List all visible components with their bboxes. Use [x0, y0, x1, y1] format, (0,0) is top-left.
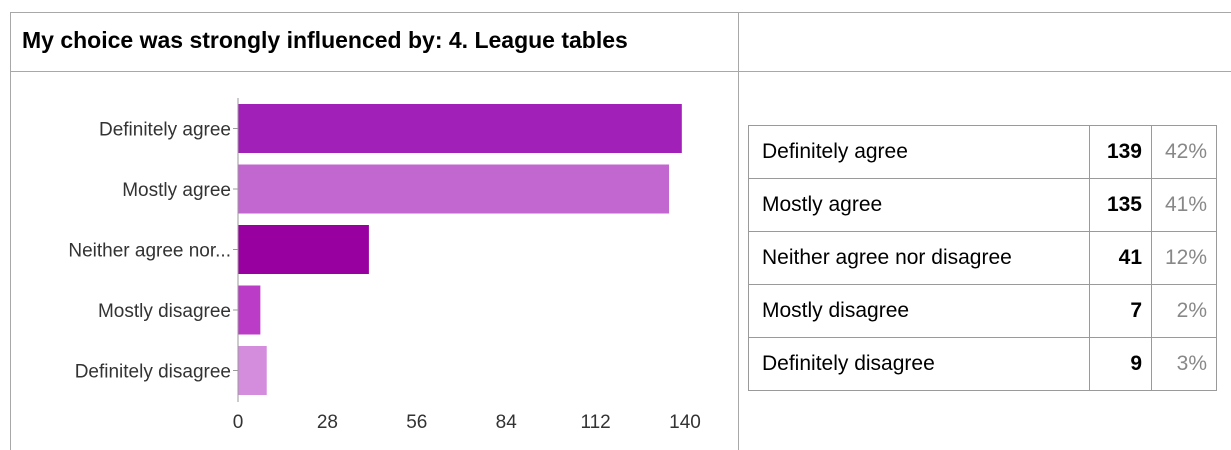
- bars-layer: [238, 104, 682, 395]
- x-tick-label: 28: [317, 412, 338, 433]
- summary-percent: 2%: [1150, 284, 1218, 338]
- bar-2: [238, 225, 369, 274]
- x-tick-label: 112: [580, 412, 610, 433]
- y-tick-label: Mostly agree: [122, 180, 231, 201]
- y-tick-label: Mostly disagree: [98, 301, 231, 322]
- summary-row: Definitely agree 139 42%: [748, 125, 1218, 179]
- y-tick-label: Definitely agree: [99, 120, 231, 141]
- frame-top-border: [10, 12, 1231, 13]
- summary-table: Definitely agree 139 42% Mostly agree 135 41%…: [748, 125, 1218, 391]
- bar-4: [238, 346, 267, 395]
- summary-label: Mostly disagree: [748, 284, 1090, 338]
- summary-row: Mostly agree 135 41%: [748, 178, 1218, 232]
- summary-count: 7: [1089, 284, 1152, 338]
- x-tick-label: 56: [406, 412, 427, 433]
- bar-3: [238, 285, 261, 335]
- summary-row: Definitely disagree 9 3%: [748, 337, 1218, 391]
- frame-left-border: [10, 12, 11, 450]
- summary-percent: 42%: [1150, 125, 1218, 179]
- frame-header-underline: [10, 71, 1231, 72]
- summary-percent: 3%: [1150, 337, 1218, 391]
- x-tick-label: 140: [669, 412, 701, 433]
- x-tick-label: 84: [496, 412, 518, 433]
- summary-count: 139: [1089, 125, 1152, 179]
- summary-percent: 12%: [1150, 231, 1218, 285]
- summary-count: 9: [1089, 337, 1152, 391]
- y-tick-label: Definitely disagree: [75, 362, 231, 383]
- summary-count: 135: [1089, 178, 1152, 232]
- summary-count: 41: [1089, 231, 1152, 285]
- summary-table-body: Definitely agree 139 42% Mostly agree 135 41%…: [748, 125, 1218, 391]
- axis-layer: Definitely agree Mostly agree Neither agre…: [68, 98, 701, 433]
- bar-1: [238, 164, 670, 214]
- summary-row: Neither agree nor disagree 41 12%: [748, 231, 1218, 285]
- summary-label: Neither agree nor disagree: [748, 231, 1090, 285]
- bar-0: [238, 104, 682, 153]
- question-title: My choice was strongly influenced by: 4.…: [22, 27, 628, 53]
- summary-label: Mostly agree: [748, 178, 1090, 232]
- summary-row: Mostly disagree 7 2%: [748, 284, 1218, 338]
- x-tick-label: 0: [233, 412, 244, 433]
- summary-label: Definitely agree: [748, 125, 1090, 179]
- summary-percent: 41%: [1150, 178, 1218, 232]
- y-tick-label: Neither agree nor...: [68, 241, 231, 262]
- summary-label: Definitely disagree: [748, 337, 1090, 391]
- frame-divider-vertical: [738, 12, 739, 450]
- bar-chart: Definitely agree Mostly agree Neither agre…: [68, 98, 701, 433]
